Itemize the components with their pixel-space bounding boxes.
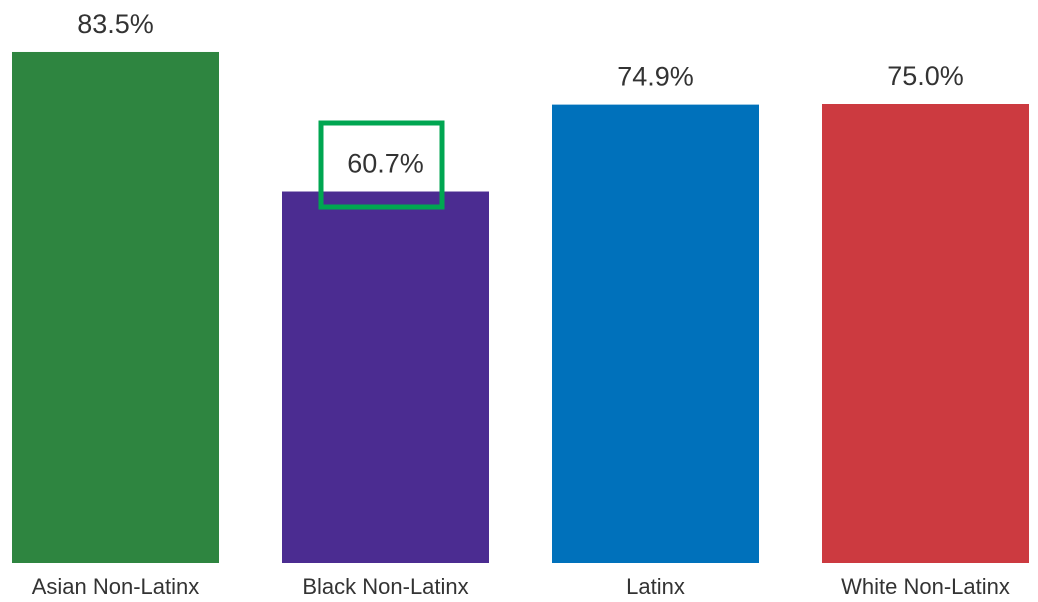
x-tick-label: Latinx — [626, 574, 685, 599]
bar — [282, 191, 489, 564]
x-tick-label: White Non-Latinx — [841, 574, 1010, 599]
x-tick-label: Asian Non-Latinx — [32, 574, 200, 599]
value-label: 74.9% — [617, 62, 694, 92]
x-tick-label: Black Non-Latinx — [302, 574, 468, 599]
bar — [552, 104, 759, 563]
value-label: 75.0% — [887, 61, 964, 91]
highlight-box — [318, 120, 445, 210]
bar — [822, 104, 1029, 563]
bar — [12, 51, 219, 563]
value-label: 60.7% — [347, 149, 424, 179]
value-label: 83.5% — [77, 9, 154, 39]
